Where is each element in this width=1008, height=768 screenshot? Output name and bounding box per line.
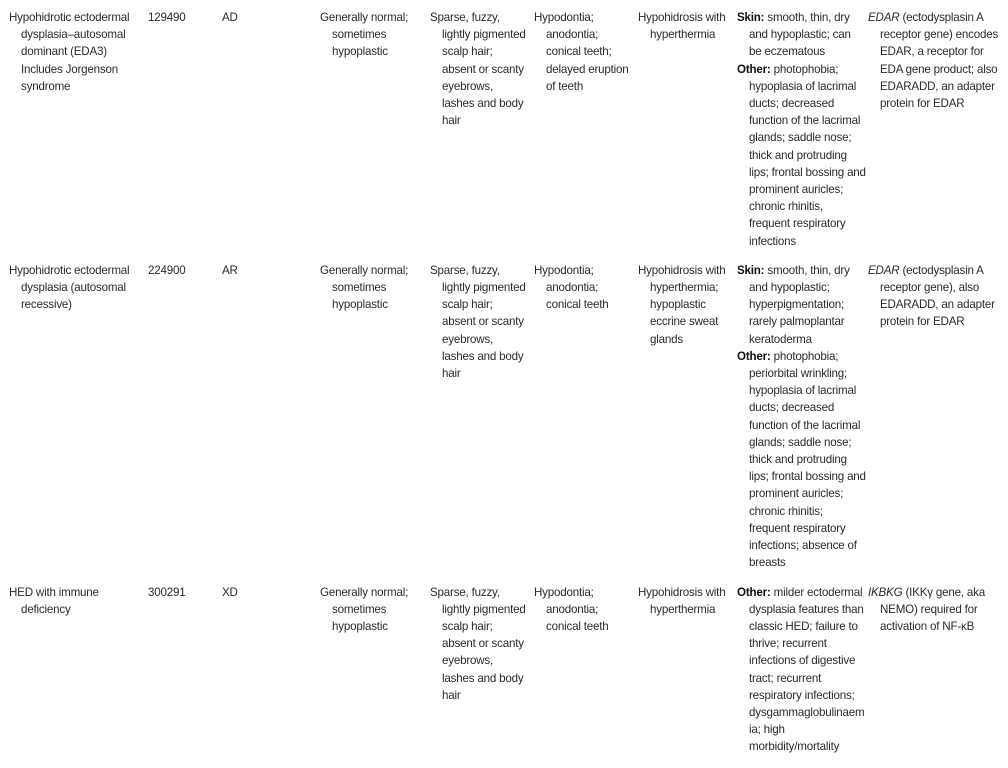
gene-name: IKBKG bbox=[868, 585, 903, 599]
table-row: Hypohidrotic ectodermal dysplasia (autos… bbox=[0, 262, 1008, 584]
cell-teeth: Hypodontia; anodontia; conical teeth bbox=[534, 263, 609, 312]
table-row: HED with immune deficiency 300291 XD Genera… bbox=[0, 584, 1008, 768]
cell-gene: IKBKG (IKKγ gene, aka NEMO) required for… bbox=[868, 584, 1006, 636]
cell-other: Skin: smooth, thin, dry and hypoplastic;… bbox=[737, 262, 866, 572]
feature-text: milder ectodermal dysplasia features tha… bbox=[749, 585, 865, 754]
feature-entry: Other: milder ectodermal dysplasia featu… bbox=[737, 584, 866, 756]
cell-condition: Hypohidrotic ectodermal dysplasia (autos… bbox=[9, 263, 130, 312]
feature-text: photophobia; periorbital wrinkling; hypo… bbox=[749, 349, 866, 570]
cell-nails: Generally normal; sometimes hypoplastic bbox=[320, 263, 409, 312]
cell-condition: HED with immune deficiency bbox=[9, 585, 99, 616]
feature-entry: Skin: smooth, thin, dry and hypoplastic;… bbox=[737, 262, 866, 348]
cell-sweat: Hypohidrosis with hyperthermia bbox=[638, 11, 726, 42]
gene-name: EDAR bbox=[868, 11, 900, 24]
cell-inheritance: XD bbox=[222, 585, 238, 599]
cell-condition: Hypohidrotic ectodermal dysplasia–autoso… bbox=[9, 11, 130, 93]
table-row: Hypohidrotic ectodermal dysplasia–autoso… bbox=[0, 9, 1008, 262]
cell-omim: 129490 bbox=[148, 11, 186, 24]
cell-sweat: Hypohidrosis with hyperthermia bbox=[638, 585, 726, 616]
feature-label: Skin: bbox=[737, 263, 765, 277]
feature-label: Skin: bbox=[737, 11, 765, 24]
cell-other: Other: milder ectodermal dysplasia featu… bbox=[737, 584, 866, 756]
feature-text: smooth, thin, dry and hypoplastic; can b… bbox=[749, 11, 851, 59]
cell-inheritance: AR bbox=[222, 263, 238, 277]
feature-text: smooth, thin, dry and hypoplastic; hyper… bbox=[749, 263, 850, 346]
cell-hair: Sparse, fuzzy, lightly pigmented scalp h… bbox=[430, 11, 526, 128]
gene-description: (ectodysplasin A receptor gene), also ED… bbox=[880, 263, 995, 329]
cell-hair: Sparse, fuzzy, lightly pigmented scalp h… bbox=[430, 263, 526, 381]
cell-gene: EDAR (ectodysplasin A receptor gene), al… bbox=[868, 262, 1006, 331]
cell-omim: 300291 bbox=[148, 585, 186, 599]
cell-teeth: Hypodontia; anodontia; conical teeth bbox=[534, 585, 609, 633]
feature-text: photophobia; hypoplasia of lacrimal duct… bbox=[749, 62, 866, 248]
feature-entry: Other: photophobia; periorbital wrinklin… bbox=[737, 348, 866, 572]
cell-omim: 224900 bbox=[148, 263, 186, 277]
cell-hair: Sparse, fuzzy, lightly pigmented scalp h… bbox=[430, 585, 526, 702]
cell-gene: EDAR (ectodysplasin A receptor gene) enc… bbox=[868, 9, 1006, 112]
feature-entry: Other: photophobia; hypoplasia of lacrim… bbox=[737, 61, 866, 250]
cell-other: Skin: smooth, thin, dry and hypoplastic;… bbox=[737, 9, 866, 250]
cell-inheritance: AD bbox=[222, 11, 238, 24]
feature-label: Other: bbox=[737, 62, 771, 76]
gene-name: EDAR bbox=[868, 263, 900, 277]
feature-label: Other: bbox=[737, 349, 771, 363]
feature-entry: Skin: smooth, thin, dry and hypoplastic;… bbox=[737, 9, 866, 61]
cell-nails: Generally normal; sometimes hypoplastic bbox=[320, 11, 409, 59]
cell-nails: Generally normal; sometimes hypoplastic bbox=[320, 585, 409, 633]
gene-description: (IKKγ gene, aka NEMO) required for activ… bbox=[880, 585, 985, 633]
cell-sweat: Hypohidrosis with hyperthermia; hypoplas… bbox=[638, 263, 726, 346]
gene-description: (ectodysplasin A receptor gene) encodes … bbox=[880, 11, 999, 111]
cell-teeth: Hypodontia; anodontia; conical teeth; de… bbox=[534, 11, 629, 93]
feature-label: Other: bbox=[737, 585, 771, 599]
